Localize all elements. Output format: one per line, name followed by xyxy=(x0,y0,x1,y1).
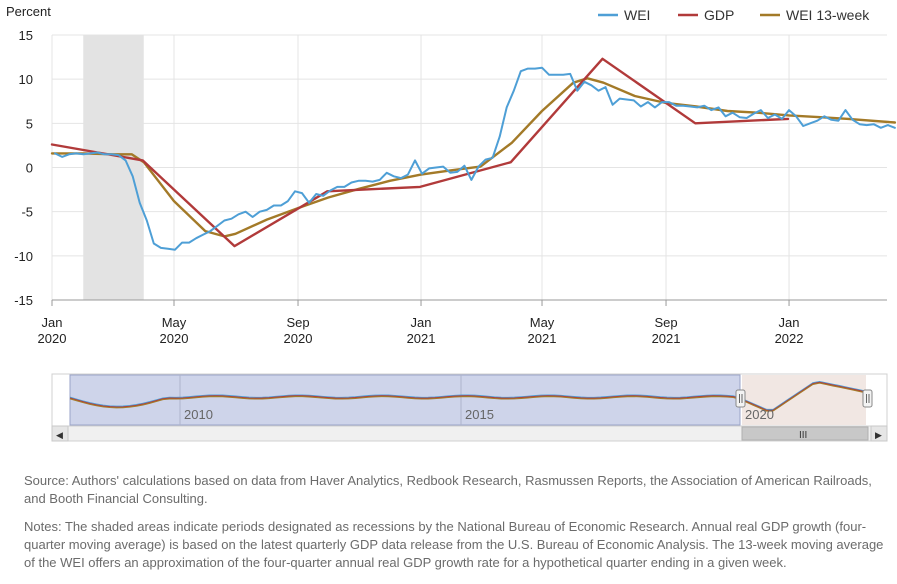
x-tick-year: 2020 xyxy=(160,331,189,346)
navigator-selected-range[interactable] xyxy=(69,374,741,426)
weekly-economic-index-chart: 151050-5-10-15Jan2020May2020Sep2020Jan20… xyxy=(6,4,897,442)
navigator-series-line xyxy=(69,381,867,411)
navigator-series xyxy=(69,380,867,412)
chart-grid xyxy=(51,34,887,301)
range-navigator[interactable]: 2010 2015 2020 xyxy=(51,373,888,427)
x-tick-month: May xyxy=(530,315,555,330)
navigator-handle-left[interactable] xyxy=(735,389,746,408)
y-tick-label: 5 xyxy=(26,116,33,131)
navigator-unselected-range xyxy=(742,375,866,425)
x-tick-month: Sep xyxy=(286,315,309,330)
chart-legend[interactable]: WEI GDP WEI 13-week xyxy=(598,7,870,23)
series-line-wei-13-week xyxy=(50,77,897,238)
x-tick-month: May xyxy=(162,315,187,330)
chart-notes: Source: Authors' calculations based on d… xyxy=(24,472,884,582)
y-tick-label: 15 xyxy=(19,28,33,43)
scroll-left-button[interactable] xyxy=(51,425,69,442)
notes-text: Notes: The shaded areas indicate periods… xyxy=(24,519,884,570)
x-tick-month: Jan xyxy=(42,315,63,330)
legend-item-wei[interactable]: WEI xyxy=(598,7,650,23)
x-tick-year: 2020 xyxy=(284,331,313,346)
legend-label: WEI 13-week xyxy=(786,7,870,23)
chevron-left-icon[interactable]: ◀ xyxy=(56,430,63,440)
x-tick-month: Jan xyxy=(779,315,800,330)
chevron-right-icon[interactable]: ▶ xyxy=(875,430,882,440)
legend-item-gdp[interactable]: GDP xyxy=(678,7,734,23)
navigator-label-2015: 2015 xyxy=(465,407,494,422)
scrollbar-grip[interactable]: III xyxy=(799,430,807,441)
legend-label: WEI xyxy=(624,7,650,23)
y-axis-label: Percent xyxy=(6,4,51,19)
navigator-label-2010: 2010 xyxy=(184,407,213,422)
navigator-series-line xyxy=(69,382,867,412)
legend-item-wei-13-week[interactable]: WEI 13-week xyxy=(760,7,870,23)
x-tick-year: 2022 xyxy=(775,331,804,346)
chart-axes: 151050-5-10-15Jan2020May2020Sep2020Jan20… xyxy=(14,28,887,346)
x-tick-year: 2021 xyxy=(407,331,436,346)
y-tick-label: -15 xyxy=(14,293,33,308)
x-tick-year: 2021 xyxy=(528,331,557,346)
scroll-right-button[interactable] xyxy=(870,425,888,442)
recession-band xyxy=(83,35,144,300)
series-layer xyxy=(50,57,897,251)
navigator-series-line xyxy=(69,380,867,410)
y-tick-label: -10 xyxy=(14,249,33,264)
legend-label: GDP xyxy=(704,7,734,23)
x-tick-month: Sep xyxy=(654,315,677,330)
navigator-scrollbar[interactable]: ◀ ▶ III xyxy=(51,425,888,442)
x-tick-month: Jan xyxy=(411,315,432,330)
series-line-gdp xyxy=(50,57,790,248)
y-tick-label: 10 xyxy=(19,72,33,87)
x-tick-year: 2020 xyxy=(38,331,67,346)
y-tick-label: 0 xyxy=(26,161,33,176)
x-tick-year: 2021 xyxy=(652,331,681,346)
navigator-handle-right[interactable] xyxy=(862,389,873,408)
navigator-label-2020: 2020 xyxy=(745,407,774,422)
y-tick-label: -5 xyxy=(21,205,33,220)
series-line-wei xyxy=(54,66,896,251)
source-note: Source: Authors' calculations based on d… xyxy=(24,473,872,506)
scrollbar-thumb[interactable] xyxy=(741,426,869,441)
